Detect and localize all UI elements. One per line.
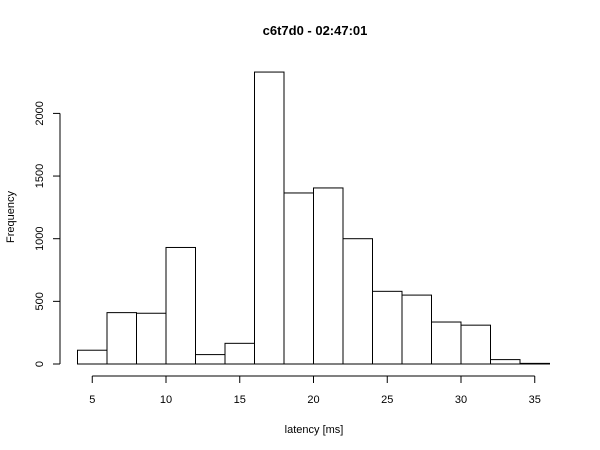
x-tick-label: 25 [381, 394, 393, 406]
histogram-bar [460, 324, 491, 365]
histogram-bar [224, 342, 255, 365]
histogram-bar [313, 187, 344, 365]
histogram-bar [195, 354, 226, 365]
histogram-bar [401, 294, 432, 365]
y-axis: 0 500 1000 1500 2000 [34, 101, 61, 367]
histogram-bar [106, 312, 137, 365]
histogram-bar [519, 362, 550, 365]
y-tick-label: 0 [34, 361, 46, 367]
y-tick-label: 2000 [34, 101, 46, 125]
histogram-bar [254, 71, 285, 365]
x-tick-label: 15 [234, 394, 246, 406]
x-axis: 5 10 15 20 25 30 35 [89, 375, 541, 406]
histogram-bar [431, 321, 462, 365]
histogram-bar [283, 192, 314, 365]
x-tick-label: 35 [529, 394, 541, 406]
histogram-bar [77, 349, 108, 365]
histogram-bar [165, 246, 196, 365]
x-tick-label: 20 [307, 394, 319, 406]
chart-title: c6t7d0 - 02:47:01 [263, 23, 368, 38]
x-tick-label: 30 [455, 394, 467, 406]
x-axis-label: latency [ms] [285, 424, 344, 436]
histogram-bar [372, 290, 403, 365]
x-tick-label: 5 [89, 394, 95, 406]
histogram-bar [136, 312, 167, 365]
y-tick-label: 1500 [34, 164, 46, 188]
bars-group [77, 71, 550, 365]
y-tick-label: 1000 [34, 226, 46, 250]
y-tick-label: 500 [34, 292, 46, 310]
y-axis-label: Frequency [5, 191, 17, 243]
histogram-bar [342, 238, 373, 365]
histogram-bar [490, 359, 521, 365]
x-tick-label: 10 [160, 394, 172, 406]
